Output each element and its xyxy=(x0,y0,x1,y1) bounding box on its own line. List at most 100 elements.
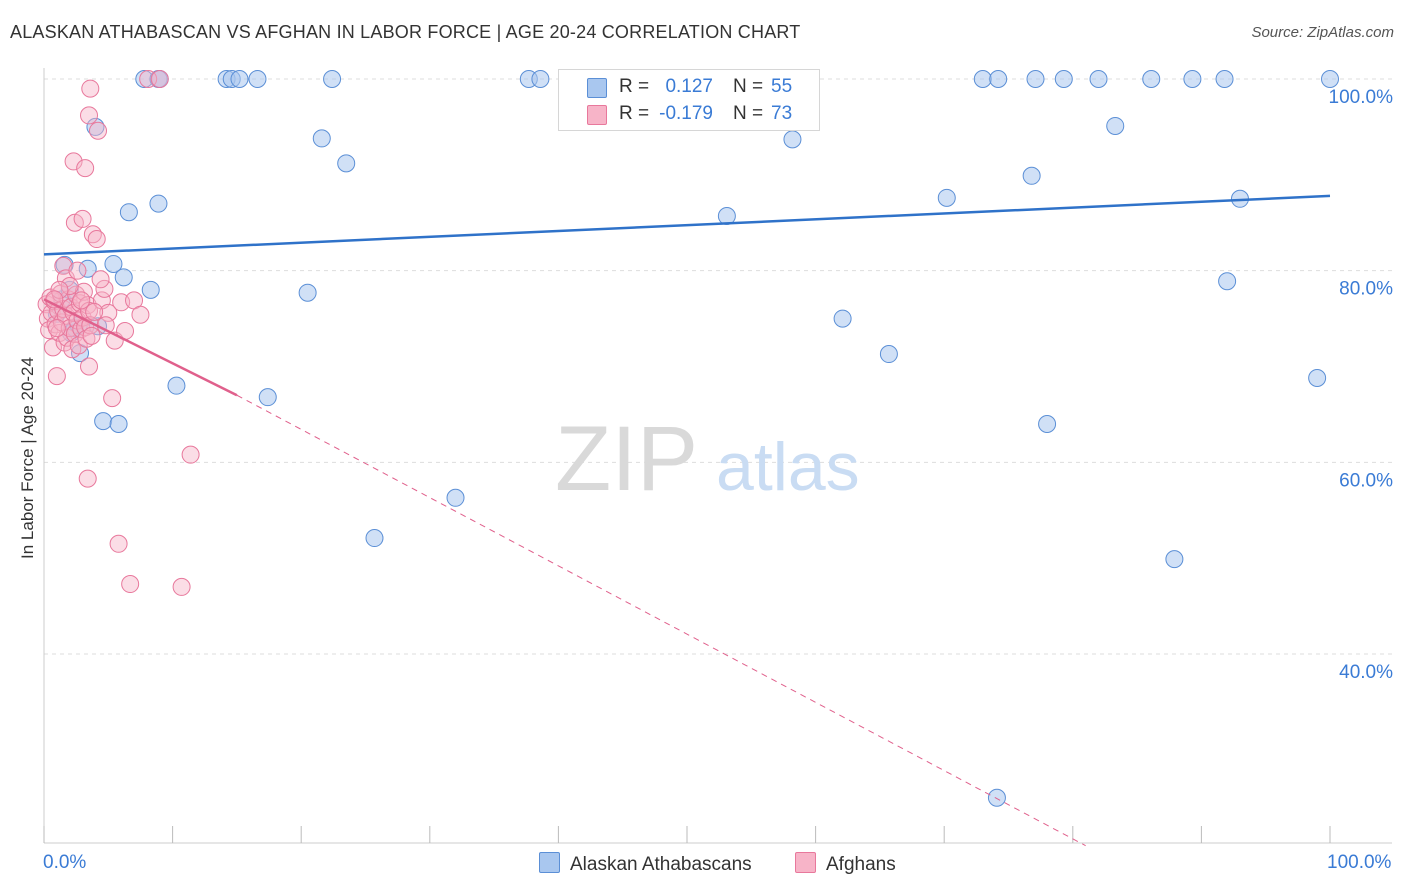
data-point-alaskan-athabascans xyxy=(1165,550,1184,569)
data-point-afghans xyxy=(95,279,114,298)
data-point-alaskan-athabascans xyxy=(149,194,168,213)
legend-swatch-blue xyxy=(587,78,607,98)
data-point-afghans xyxy=(80,106,99,125)
data-point-alaskan-athabascans xyxy=(141,280,160,299)
data-point-afghans xyxy=(82,326,101,345)
data-point-alaskan-athabascans xyxy=(987,788,1006,807)
bottom-legend-pink: Afghans xyxy=(795,852,896,876)
grid-lines xyxy=(44,78,1392,655)
y-tick-label-80: 80.0% xyxy=(1339,279,1393,300)
data-point-afghans xyxy=(91,270,110,289)
data-point-alaskan-athabascans xyxy=(104,254,123,273)
data-point-afghans xyxy=(71,294,90,313)
series-afghans xyxy=(37,70,200,596)
data-point-alaskan-athabascans xyxy=(119,203,138,222)
watermark: ZIP atlas xyxy=(555,408,860,510)
bottom-legend-label-pink: Afghans xyxy=(826,854,896,875)
data-point-alaskan-athabascans xyxy=(323,70,342,88)
y-tick-label-100: 100.0% xyxy=(1329,87,1394,108)
data-point-alaskan-athabascans xyxy=(1308,369,1327,387)
legend-n-value: 73 xyxy=(771,103,793,124)
legend-r-label: R = xyxy=(619,103,650,124)
data-point-alaskan-athabascans xyxy=(879,345,898,364)
data-point-alaskan-athabascans xyxy=(230,70,249,88)
data-point-afghans xyxy=(47,319,66,338)
watermark-atlas: atlas xyxy=(716,429,860,505)
data-point-alaskan-athabascans xyxy=(94,412,113,431)
data-point-afghans xyxy=(80,357,99,376)
legend-r-label: R = xyxy=(619,76,650,97)
data-point-afghans xyxy=(60,277,79,295)
data-point-afghans xyxy=(47,367,66,386)
y-tick-label-40: 40.0% xyxy=(1339,662,1393,683)
watermark-zip: ZIP xyxy=(555,408,698,510)
bottom-legend-swatch-blue xyxy=(539,852,560,873)
legend-n-label: N = xyxy=(733,76,764,97)
data-point-afghans xyxy=(78,469,97,488)
data-point-alaskan-athabascans xyxy=(1089,70,1108,88)
legend-row-blue: R = 0.127 N = 55 xyxy=(559,74,819,100)
data-point-afghans xyxy=(72,291,91,310)
data-point-alaskan-athabascans xyxy=(365,529,384,548)
data-point-afghans xyxy=(103,389,122,408)
data-point-afghans xyxy=(85,302,104,321)
data-point-alaskan-athabascans xyxy=(1038,415,1057,433)
data-point-alaskan-athabascans xyxy=(1183,70,1202,88)
data-point-alaskan-athabascans xyxy=(109,415,128,433)
data-point-afghans xyxy=(81,79,100,98)
data-point-alaskan-athabascans xyxy=(1321,70,1339,88)
y-axis-label: In Labor Force | Age 20-24 xyxy=(18,357,37,559)
bottom-legend-label-blue: Alaskan Athabascans xyxy=(570,854,752,875)
data-point-alaskan-athabascans xyxy=(298,283,317,302)
data-point-alaskan-athabascans xyxy=(1215,70,1234,88)
data-point-afghans xyxy=(80,301,99,320)
legend-r-value: 0.127 xyxy=(665,76,713,97)
bottom-legend-blue: Alaskan Athabascans xyxy=(539,852,752,876)
data-point-alaskan-athabascans xyxy=(1142,70,1161,88)
data-point-alaskan-athabascans xyxy=(989,70,1008,88)
data-point-alaskan-athabascans xyxy=(531,70,550,88)
data-point-alaskan-athabascans xyxy=(1106,116,1125,135)
trend-line-afghans xyxy=(43,298,238,397)
data-point-alaskan-athabascans xyxy=(1026,70,1045,88)
chart-title: ALASKAN ATHABASCAN VS AFGHAN IN LABOR FO… xyxy=(10,22,801,42)
bottom-legend-swatch-pink xyxy=(795,852,816,873)
legend-row-pink: R = -0.179 N = 73 xyxy=(559,101,819,127)
trend-line-alaskan-athabascans xyxy=(43,194,1331,256)
data-point-alaskan-athabascans xyxy=(1218,272,1237,291)
data-point-afghans xyxy=(87,230,106,249)
legend-n-value: 55 xyxy=(771,76,793,97)
data-point-afghans xyxy=(50,280,69,299)
legend-r-value: -0.179 xyxy=(659,103,713,124)
data-point-alaskan-athabascans xyxy=(258,388,277,407)
data-point-afghans xyxy=(73,209,92,228)
data-point-afghans xyxy=(76,159,95,178)
data-point-afghans xyxy=(150,70,169,88)
data-point-afghans xyxy=(131,305,150,324)
y-tick-labels: 40.0% 60.0% 80.0% 100.0% xyxy=(1329,87,1394,683)
data-point-afghans xyxy=(89,121,108,140)
data-point-afghans xyxy=(68,261,87,280)
data-point-alaskan-athabascans xyxy=(114,268,133,287)
data-point-alaskan-athabascans xyxy=(167,376,186,395)
data-point-alaskan-athabascans xyxy=(1054,70,1073,88)
data-point-afghans xyxy=(172,577,191,596)
data-point-alaskan-athabascans xyxy=(248,70,267,88)
legend-swatch-pink xyxy=(587,105,607,125)
y-tick-label-60: 60.0% xyxy=(1339,470,1393,491)
data-point-alaskan-athabascans xyxy=(312,129,331,148)
data-point-alaskan-athabascans xyxy=(337,154,356,173)
x-tick-label-max: 100.0% xyxy=(1327,852,1392,873)
data-point-alaskan-athabascans xyxy=(446,488,465,507)
legend-n-label: N = xyxy=(733,103,764,124)
chart-source: Source: ZipAtlas.com xyxy=(1251,24,1394,41)
data-point-afghans xyxy=(181,445,200,464)
data-point-alaskan-athabascans xyxy=(1022,166,1041,185)
data-point-alaskan-athabascans xyxy=(973,70,992,88)
data-point-alaskan-athabascans xyxy=(833,309,852,328)
correlation-legend: R = 0.127 N = 55 R = -0.179 N = 73 xyxy=(558,69,820,131)
trend-lines xyxy=(43,194,1331,847)
data-point-alaskan-athabascans xyxy=(937,188,956,207)
data-point-afghans xyxy=(77,329,96,348)
